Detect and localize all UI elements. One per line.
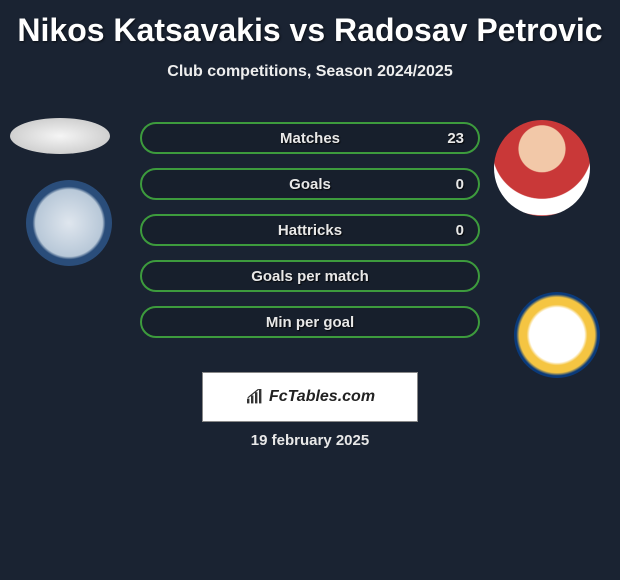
season-subtitle: Club competitions, Season 2024/2025 (0, 63, 620, 81)
stat-label: Goals (289, 176, 331, 193)
club-logo-right (514, 292, 600, 378)
stat-value-right: 23 (447, 130, 464, 147)
stat-value-right: 0 (456, 222, 464, 239)
date-text: 19 february 2025 (0, 432, 620, 449)
club-logo-left (26, 180, 112, 266)
stat-row-goals-per-match: Goals per match (140, 260, 480, 292)
brand-box[interactable]: FcTables.com (202, 372, 418, 422)
stat-label: Hattricks (278, 222, 342, 239)
comparison-title: Nikos Katsavakis vs Radosav Petrovic (0, 0, 620, 49)
stat-label: Min per goal (266, 314, 354, 331)
stat-value-right: 0 (456, 176, 464, 193)
brand-text: FcTables.com (269, 388, 375, 406)
stat-row-min-per-goal: Min per goal (140, 306, 480, 338)
stats-container: Matches 23 Goals 0 Hattricks 0 Goals per… (140, 122, 480, 352)
stat-label: Goals per match (251, 268, 369, 285)
player-photo-right (494, 120, 590, 216)
stat-row-hattricks: Hattricks 0 (140, 214, 480, 246)
stat-row-matches: Matches 23 (140, 122, 480, 154)
player-photo-left (10, 118, 110, 154)
stat-label: Matches (280, 130, 340, 147)
stat-row-goals: Goals 0 (140, 168, 480, 200)
chart-icon (245, 389, 265, 405)
